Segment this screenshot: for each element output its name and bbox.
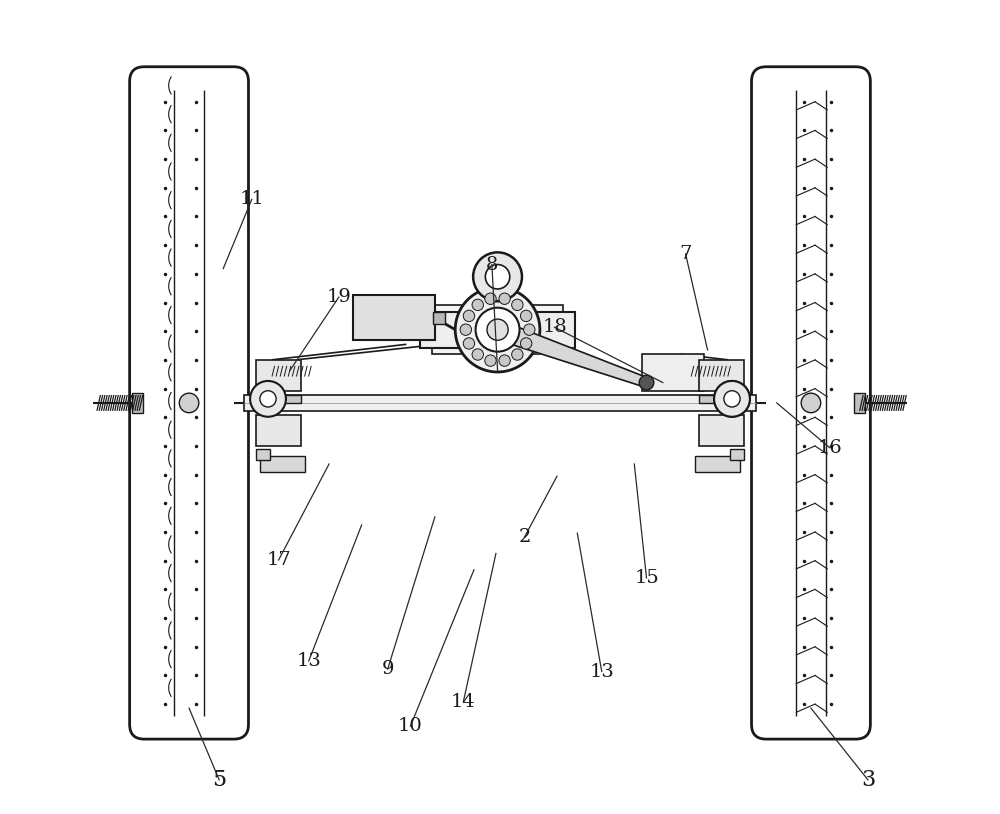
Circle shape xyxy=(714,381,750,417)
Circle shape xyxy=(463,338,475,349)
Circle shape xyxy=(724,391,740,407)
FancyBboxPatch shape xyxy=(130,67,248,739)
Circle shape xyxy=(714,381,750,417)
Text: 2: 2 xyxy=(518,528,531,546)
Text: 16: 16 xyxy=(817,439,842,457)
Bar xyxy=(256,360,301,391)
Bar xyxy=(730,449,744,460)
Bar xyxy=(699,415,744,446)
Text: 17: 17 xyxy=(266,551,291,569)
Circle shape xyxy=(472,300,483,311)
Text: 3: 3 xyxy=(861,768,875,791)
Circle shape xyxy=(485,293,496,304)
Bar xyxy=(260,456,305,472)
Circle shape xyxy=(260,391,276,407)
Circle shape xyxy=(463,310,475,322)
Circle shape xyxy=(520,338,532,349)
Text: 10: 10 xyxy=(398,717,423,735)
Bar xyxy=(256,415,301,446)
Bar xyxy=(695,456,740,472)
Text: 8: 8 xyxy=(486,256,498,274)
Text: 14: 14 xyxy=(451,693,476,711)
Bar xyxy=(256,449,270,460)
Circle shape xyxy=(473,252,522,301)
Bar xyxy=(854,393,865,413)
Circle shape xyxy=(524,324,535,335)
Bar xyxy=(353,295,435,340)
FancyBboxPatch shape xyxy=(752,67,870,739)
Circle shape xyxy=(512,300,523,311)
Text: 7: 7 xyxy=(679,245,692,263)
Circle shape xyxy=(801,393,821,413)
Text: 19: 19 xyxy=(326,288,351,306)
Circle shape xyxy=(724,391,740,407)
Circle shape xyxy=(485,355,496,366)
Bar xyxy=(280,395,301,403)
Bar xyxy=(432,305,563,354)
Bar xyxy=(244,395,756,411)
Circle shape xyxy=(250,381,286,417)
Text: 9: 9 xyxy=(381,660,394,678)
Text: 13: 13 xyxy=(296,652,321,670)
Circle shape xyxy=(455,287,540,372)
Circle shape xyxy=(639,375,654,390)
Text: 5: 5 xyxy=(212,768,226,791)
Text: 11: 11 xyxy=(239,190,264,208)
Circle shape xyxy=(512,348,523,360)
Bar xyxy=(699,360,744,391)
Circle shape xyxy=(472,348,483,360)
Bar xyxy=(132,393,143,413)
Text: 13: 13 xyxy=(589,663,614,681)
Text: 18: 18 xyxy=(542,318,567,336)
Circle shape xyxy=(520,310,532,322)
Circle shape xyxy=(476,308,520,352)
Bar xyxy=(489,291,506,301)
Circle shape xyxy=(460,324,472,335)
Circle shape xyxy=(499,355,510,366)
Polygon shape xyxy=(494,321,648,387)
Circle shape xyxy=(499,293,510,304)
Bar xyxy=(420,312,575,348)
Text: 15: 15 xyxy=(634,569,659,587)
Bar xyxy=(699,395,720,403)
Circle shape xyxy=(179,393,199,413)
Bar xyxy=(642,354,704,391)
Circle shape xyxy=(487,319,508,340)
Circle shape xyxy=(485,265,510,289)
Bar xyxy=(433,313,445,324)
